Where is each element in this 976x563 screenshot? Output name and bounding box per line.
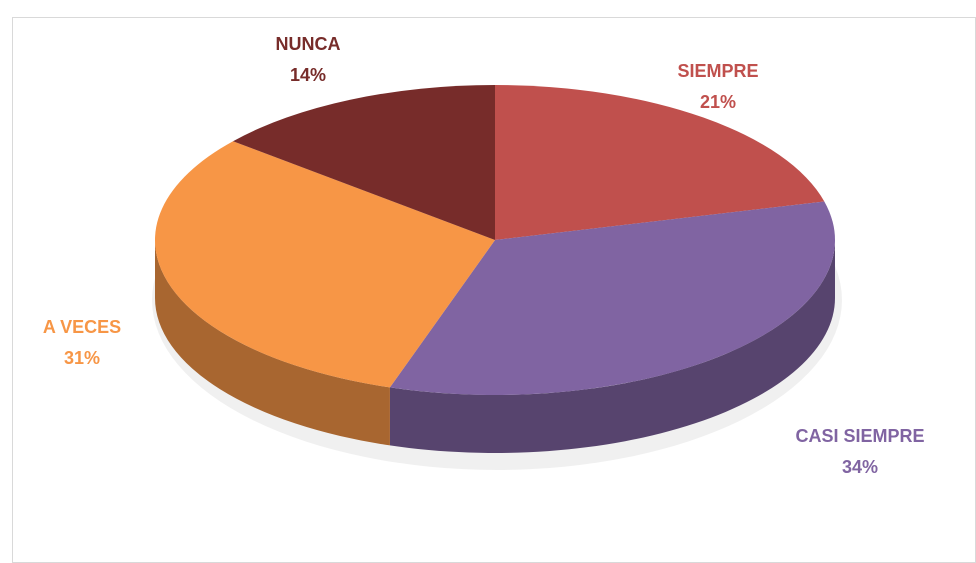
slice [495, 85, 825, 240]
slice-label: CASI SIEMPRE [795, 426, 924, 446]
slice [389, 201, 835, 395]
slice [233, 85, 495, 240]
slice-label: SIEMPRE [677, 61, 758, 81]
slice-value-label: 34% [842, 457, 878, 477]
slice-value-label: 31% [64, 348, 100, 368]
slice-side [389, 240, 835, 453]
slice-side [154, 240, 390, 446]
slice-value-label: 14% [290, 65, 326, 85]
slice-label: A VECES [43, 317, 121, 337]
slice-value-label: 21% [700, 92, 736, 112]
slice-label: NUNCA [276, 34, 341, 54]
slice [154, 141, 495, 388]
